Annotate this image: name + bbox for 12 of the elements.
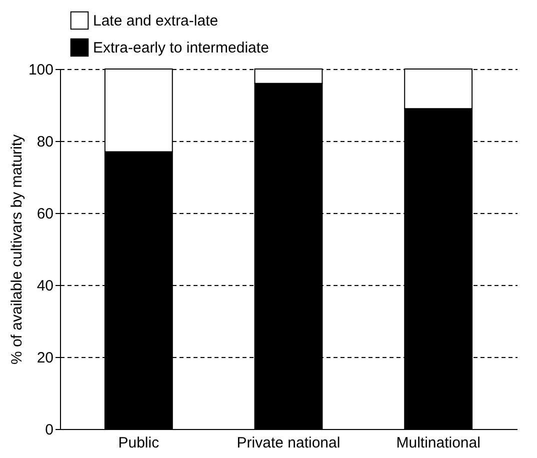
y-tick-label: 100 — [28, 62, 54, 78]
x-tick-label: Public — [118, 434, 160, 452]
y-tick-label: 40 — [36, 278, 54, 294]
y-tick-label: 80 — [36, 134, 54, 150]
y-tick-label: 20 — [36, 350, 54, 366]
x-tick-label: Private national — [236, 434, 340, 452]
y-axis-title: % of available cultivars by maturity — [8, 134, 26, 365]
y-tick-label: 60 — [36, 206, 54, 222]
y-tick-label: 0 — [45, 422, 54, 438]
x-tick-label: Multinational — [396, 434, 480, 452]
legend-label: Late and extra-late — [93, 12, 218, 30]
legend-label: Extra-early to intermediate — [93, 40, 269, 56]
